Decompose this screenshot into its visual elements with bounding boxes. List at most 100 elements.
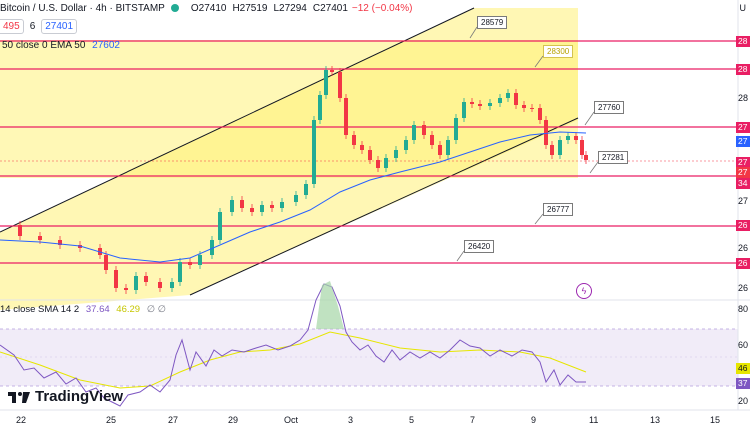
candle-body: [134, 276, 138, 290]
candle-body: [304, 184, 308, 195]
x-axis-label: 22: [16, 415, 27, 425]
candle-body: [330, 70, 334, 72]
candle-body: [338, 72, 342, 98]
candle-body: [312, 120, 316, 184]
axis-ema-label: 27: [736, 136, 750, 147]
candle-body: [558, 140, 562, 155]
channel-upper-line: [0, 7, 475, 233]
axis-level-label-2: 28: [736, 64, 750, 75]
candle-body: [178, 262, 182, 282]
ohlc-change: −12 (−0.04%): [351, 2, 413, 14]
ohlc-open: O27410: [190, 2, 227, 14]
x-axis-label: 5: [409, 415, 415, 425]
candle-body: [514, 93, 518, 105]
callout-28300: 28300: [543, 45, 574, 58]
axis-level-label-3: 27: [736, 122, 750, 133]
candle-body: [124, 288, 128, 290]
candle-body: [430, 135, 434, 145]
candle-body: [394, 150, 398, 158]
rsi-axis-label: 37: [736, 378, 750, 389]
candle-body: [58, 240, 62, 245]
symbol-title[interactable]: Bitcoin / U.S. Dollar · 4h · BITSTAMP: [0, 2, 165, 14]
candle-body: [230, 200, 234, 212]
channel-lower-line: [189, 117, 579, 296]
ohlc-high: H27519: [232, 2, 268, 14]
ema-legend-label: 50 close 0 EMA 50: [2, 40, 86, 51]
axis-level-label-1: 28: [736, 36, 750, 47]
rsi-legend-label: 14 close SMA 14 2: [0, 304, 80, 315]
candle-body: [478, 104, 482, 106]
candle-body: [376, 160, 380, 168]
axis-countdown-label: 34: [736, 178, 750, 189]
x-axis-label: 25: [106, 415, 117, 425]
candle-body: [240, 200, 244, 208]
candle-body: [352, 135, 356, 145]
candle-body: [470, 102, 474, 104]
flash-icon[interactable]: ϟ: [576, 283, 592, 299]
candle-body: [318, 95, 322, 120]
x-axis-label: 11: [589, 415, 599, 425]
candle-body: [544, 120, 548, 145]
ohlc-close: C27401: [312, 2, 348, 14]
candle-body: [384, 158, 388, 168]
callout-26777: 26777: [543, 203, 574, 216]
candle-body: [488, 103, 492, 106]
candle-body: [188, 262, 192, 265]
x-axis-label: Oct: [284, 415, 299, 425]
candle-body: [412, 125, 416, 140]
tradingview-logo[interactable]: TradingView: [8, 388, 123, 405]
candle-body: [446, 140, 450, 155]
buy-price-button[interactable]: 27401: [41, 18, 78, 34]
candle-body: [104, 255, 108, 270]
ema-legend-value: 27602: [92, 40, 120, 51]
price-pills: 495 6 27401: [0, 17, 78, 35]
axis-level-label-10: 26: [736, 258, 750, 269]
candle-body: [506, 93, 510, 98]
candle-body: [404, 140, 408, 150]
y-axis-label-28: 28: [737, 93, 748, 103]
ohlc-low: L27294: [273, 2, 307, 14]
candle-body: [580, 140, 584, 155]
candle-body: [198, 255, 202, 265]
x-axis-label: 29: [228, 415, 239, 425]
rsi-legend[interactable]: 14 close SMA 14 2 37.64 46.29 ∅ ∅: [0, 304, 166, 315]
candle-body: [538, 108, 542, 120]
candle-body: [280, 202, 284, 208]
candle-body: [584, 155, 588, 160]
rsi-value: 37.64: [85, 304, 110, 315]
rsi-line: [0, 283, 586, 407]
candle-body: [324, 70, 328, 95]
rsi-extra-value: ∅ ∅: [146, 304, 166, 315]
candle-body: [438, 145, 442, 155]
callout-26420: 26420: [464, 240, 495, 253]
candle-body: [250, 208, 254, 212]
candle-body: [368, 150, 372, 160]
ema-50-line: [0, 131, 587, 263]
callout-27281: 27281: [598, 151, 629, 164]
y-axis-label-26b: 26: [737, 283, 748, 293]
candle-body: [270, 205, 274, 208]
x-axis-label: 15: [710, 415, 721, 425]
rsi-band: [0, 329, 738, 386]
candle-body: [422, 125, 426, 135]
ascending-channel-fill: [0, 8, 578, 310]
candle-body: [218, 212, 222, 240]
sell-price-button[interactable]: 495: [0, 18, 24, 34]
candle-body: [210, 240, 214, 255]
candle-body: [144, 276, 148, 282]
candle-body: [360, 145, 364, 150]
candle-body: [170, 282, 174, 288]
candle-body: [158, 282, 162, 288]
candle-body: [498, 98, 502, 103]
candle-body: [260, 205, 264, 212]
x-axis-label: 9: [531, 415, 537, 425]
candle-body: [574, 136, 578, 140]
candle-body: [114, 270, 118, 288]
candle-body: [550, 145, 554, 155]
axis-last-price-label: 27: [736, 167, 750, 178]
spread-value: 6: [29, 20, 36, 32]
ema-legend[interactable]: 50 close 0 EMA 50 27602: [2, 40, 120, 51]
tradingview-logo-icon: [8, 391, 30, 403]
candle-body: [38, 236, 42, 240]
